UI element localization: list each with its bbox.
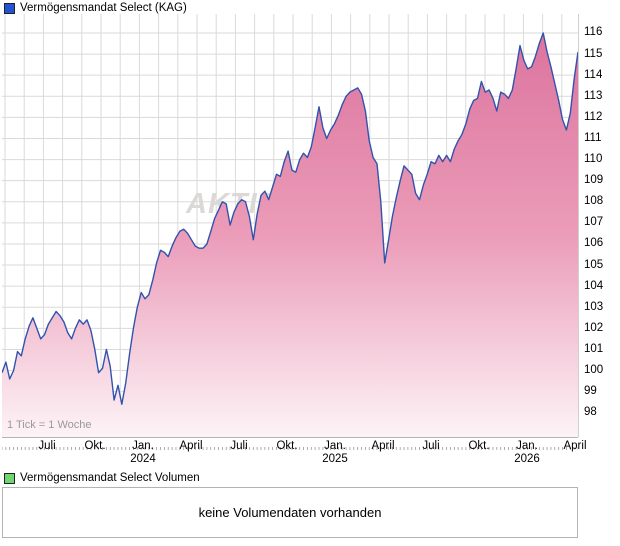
volume-empty-panel: keine Volumendaten vorhanden — [2, 487, 578, 538]
x-axis-label: April — [179, 440, 203, 452]
x-axis-label: April — [563, 440, 587, 452]
tick-frequency-note: 1 Tick = 1 Woche — [7, 419, 92, 431]
y-axis-label: 108 — [584, 195, 604, 208]
y-axis-label: 106 — [584, 237, 604, 250]
y-axis-label: 110 — [584, 153, 603, 166]
price-series-label: Vermögensmandat Select (KAG) — [20, 2, 187, 14]
y-axis-label: 114 — [584, 68, 603, 81]
y-axis-label: 116 — [584, 26, 603, 39]
y-axis-label: 102 — [584, 321, 604, 334]
x-axis-label: Jan. 2025 — [322, 440, 348, 465]
volume-series-label: Vermögensmandat Select Volumen — [20, 472, 200, 484]
x-axis-label: Okt. — [276, 440, 298, 452]
x-axis-label: Juli — [38, 440, 56, 452]
x-axis-label: Okt. — [468, 440, 490, 452]
x-axis-label: Jan. 2024 — [130, 440, 156, 465]
x-axis-label: Juli — [230, 440, 248, 452]
x-axis-weekly-ticks — [1, 447, 579, 450]
x-axis-label: Juli — [422, 440, 440, 452]
x-axis-label: April — [371, 440, 395, 452]
x-axis — [1, 437, 579, 450]
y-axis-label: 105 — [584, 258, 604, 271]
y-axis-label: 103 — [584, 300, 604, 313]
price-legend: Vermögensmandat Select (KAG) — [4, 2, 187, 14]
y-axis-label: 104 — [584, 279, 604, 292]
y-axis-label: 107 — [584, 216, 604, 229]
volume-empty-message: keine Volumendaten vorhanden — [198, 505, 382, 520]
y-axis-label: 98 — [584, 406, 597, 419]
y-axis-label: 100 — [584, 364, 604, 377]
y-axis-label: 109 — [584, 174, 604, 187]
x-axis-label: Okt. — [84, 440, 106, 452]
y-axis-label: 99 — [584, 385, 597, 398]
volume-series-swatch-icon — [4, 472, 15, 484]
x-axis-label: Jan. 2026 — [514, 440, 540, 465]
price-area-chart — [2, 14, 578, 437]
price-series-swatch-icon — [4, 2, 15, 14]
volume-legend: Vermögensmandat Select Volumen — [4, 472, 200, 484]
y-axis-label: 111 — [584, 131, 602, 144]
y-axis-label: 113 — [584, 89, 603, 102]
price-plot-area[interactable]: AKTIE 1 Tick = 1 Woche — [2, 14, 579, 437]
y-axis-label: 101 — [584, 342, 604, 355]
y-axis-label: 112 — [584, 110, 603, 123]
y-axis-label: 115 — [584, 47, 603, 60]
